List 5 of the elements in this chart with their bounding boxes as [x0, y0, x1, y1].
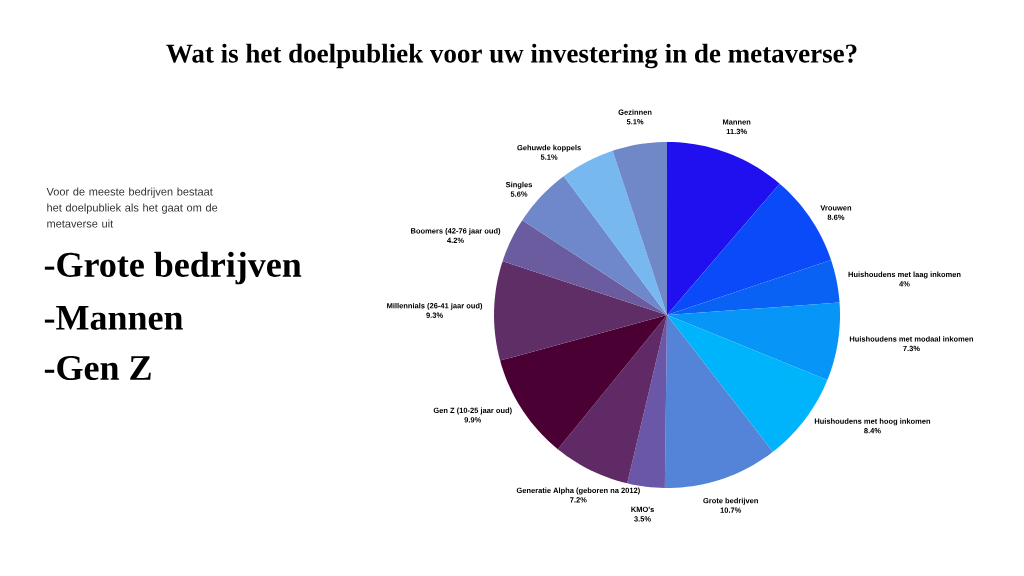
text: Voor de meeste bedrijven bestaat het doelpubliek als het gaat om de metaverse uit — [46, 187, 218, 228]
text: -Mannen — [44, 306, 183, 330]
text: -Grote bedrijven — [44, 251, 302, 285]
text: -Gen Z — [44, 355, 151, 381]
chart-title: Wat is het doelpubliek voor uw investering in de metaverse? — [166, 43, 857, 69]
